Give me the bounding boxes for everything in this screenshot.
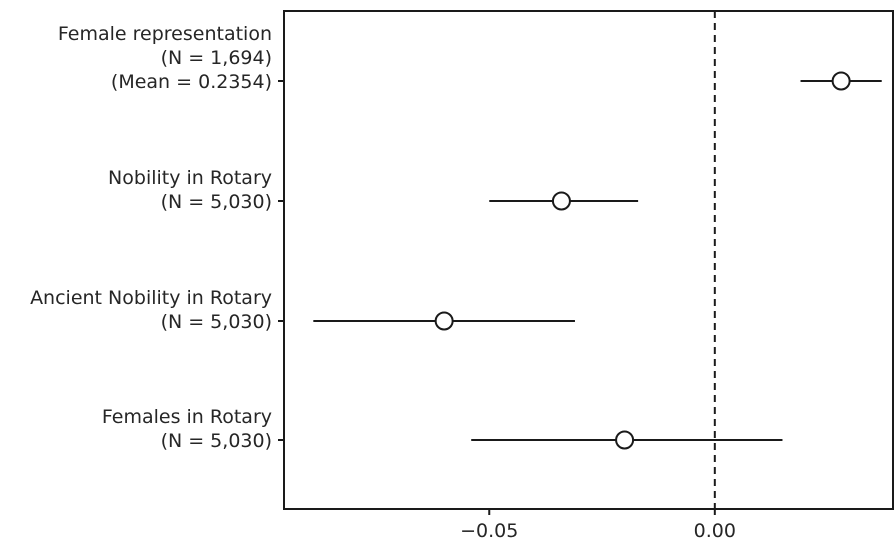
row-label-name: Female representation <box>58 23 272 45</box>
plot-panel-border <box>283 10 894 510</box>
x-axis-ticks: −0.05 0.00 <box>460 509 736 542</box>
confidence-intervals <box>313 80 882 441</box>
y-axis-labels: Female representation(N = 1,694)(Mean = … <box>30 23 272 452</box>
x-tick-label: 0.00 <box>694 520 736 542</box>
row-label-stat: (N = 5,030) <box>161 191 272 213</box>
row-label-stat: (Mean = 0.2354) <box>111 71 272 93</box>
row-label-stat: (N = 5,030) <box>161 430 272 452</box>
point-estimate <box>831 71 851 91</box>
point-estimates <box>434 71 851 450</box>
row-label-stat: (N = 1,694) <box>161 47 272 69</box>
row-label-name: Females in Rotary <box>102 406 272 428</box>
point-estimate <box>615 430 635 450</box>
row-label-name: Nobility in Rotary <box>108 167 272 189</box>
row-label-stat: (N = 5,030) <box>161 311 272 333</box>
row-label-name: Ancient Nobility in Rotary <box>30 287 272 309</box>
point-estimate <box>551 191 571 211</box>
point-estimate <box>434 311 454 331</box>
x-tick-label: −0.05 <box>460 520 518 542</box>
